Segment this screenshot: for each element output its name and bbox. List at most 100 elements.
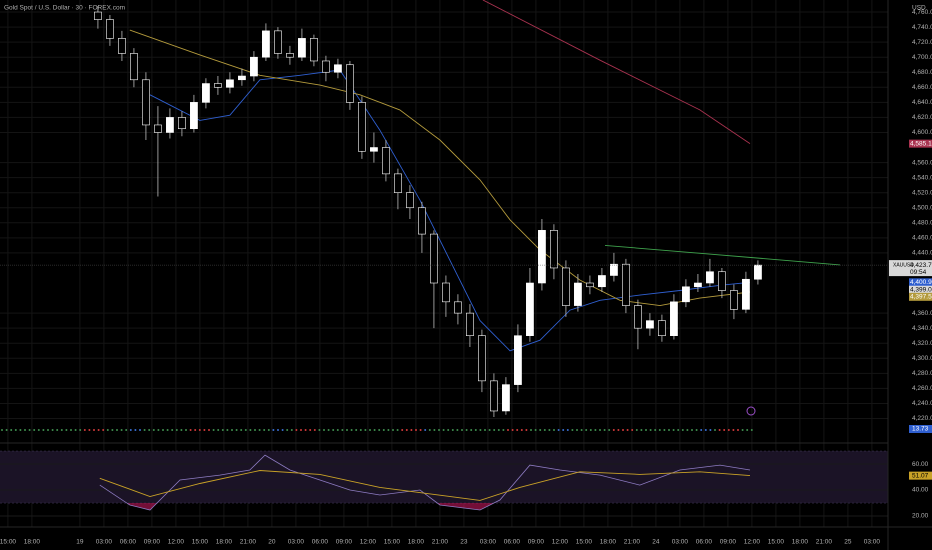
signal-dot xyxy=(553,429,555,431)
rsi-ma-badge-label: 51.07 xyxy=(912,472,929,479)
price-badge xyxy=(909,278,932,287)
x-tick-label: 18:00 xyxy=(792,539,809,546)
candle-body xyxy=(694,282,702,288)
signal-dot xyxy=(33,429,36,431)
signal-dot xyxy=(640,429,643,431)
signal-dot xyxy=(102,429,105,431)
signal-dot xyxy=(304,429,307,431)
signal-dot xyxy=(19,429,22,431)
signal-dot xyxy=(737,429,739,431)
signal-dot xyxy=(231,429,233,431)
price-badge-label: 4,399.03 xyxy=(910,286,932,293)
candle-body xyxy=(610,263,618,276)
signal-dot xyxy=(479,429,482,431)
signal-dot xyxy=(88,429,91,431)
signal-dot xyxy=(148,429,151,431)
signal-dot xyxy=(157,429,160,431)
signal-dot xyxy=(378,429,381,431)
signal-dot xyxy=(106,429,109,431)
x-tick-label: 03:00 xyxy=(672,539,689,546)
y-tick-label: 4,320.00 xyxy=(912,340,932,347)
candle-body xyxy=(334,64,342,73)
signal-dot xyxy=(658,429,661,431)
signal-dot xyxy=(175,429,178,431)
event-icon[interactable] xyxy=(746,406,756,416)
signal-dot xyxy=(359,429,362,431)
signal-dot xyxy=(336,429,339,431)
signal-dot xyxy=(180,429,183,431)
signal-dot xyxy=(428,429,431,431)
signal-dot xyxy=(125,429,128,431)
candle-body xyxy=(574,282,582,306)
signal-dot xyxy=(608,429,611,431)
signal-dot xyxy=(474,429,477,431)
signal-dot xyxy=(447,429,450,431)
candle-body xyxy=(322,60,330,73)
signal-dot xyxy=(70,429,72,431)
candle-body xyxy=(634,305,642,329)
signal-dot xyxy=(203,429,206,431)
y-tick-label: 4,300.00 xyxy=(912,355,932,362)
candle-body xyxy=(370,147,378,152)
candle-body xyxy=(382,147,390,175)
signal-dot xyxy=(272,429,275,431)
signal-dot xyxy=(401,429,404,431)
x-tick-label: 15:00 xyxy=(192,539,209,546)
rsi-oversold-area xyxy=(126,503,494,510)
signal-dot xyxy=(332,429,335,431)
candle-body xyxy=(274,30,282,54)
x-tick-label: 12:00 xyxy=(168,539,185,546)
candle-body xyxy=(754,264,762,280)
signal-dot xyxy=(442,429,445,431)
indicator-badge-label: 13.73 xyxy=(912,426,929,433)
signal-dot xyxy=(83,429,86,431)
price-badge xyxy=(909,292,932,301)
candle-body xyxy=(130,53,138,81)
x-tick-label: 18:00 xyxy=(216,539,233,546)
signal-dot xyxy=(37,429,40,431)
signal-dot xyxy=(557,429,560,431)
x-tick-label: 15:00 xyxy=(768,539,785,546)
signal-dot xyxy=(548,429,551,431)
candle-body xyxy=(682,286,690,303)
candle-body xyxy=(226,79,234,88)
x-tick-label: 21:00 xyxy=(624,539,641,546)
signal-dot xyxy=(373,429,376,431)
last-price-badge xyxy=(889,260,932,277)
rsi-tick-label: 60.00 xyxy=(912,461,929,468)
y-tick-label: 4,440.00 xyxy=(912,250,932,257)
price-badge-label: 4,400.90 xyxy=(910,279,932,286)
y-tick-label: 4,460.00 xyxy=(912,235,932,242)
signal-dot xyxy=(635,429,638,431)
signal-dot xyxy=(750,429,753,431)
x-tick-label: 21:00 xyxy=(432,539,449,546)
last-price-label: 4,423.79 xyxy=(910,262,932,269)
y-tick-label: 4,540.00 xyxy=(912,174,932,181)
candle-body xyxy=(586,282,594,288)
x-tick-label: 09:00 xyxy=(528,539,545,546)
signal-dot xyxy=(93,429,95,431)
signal-dot xyxy=(511,429,514,431)
x-tick-label: 06:00 xyxy=(504,539,521,546)
y-tick-label: 4,660.00 xyxy=(912,84,932,91)
candle-body xyxy=(214,83,222,88)
chart-title: Gold Spot / U.S. Dollar · 30 · FOREX.com xyxy=(4,5,125,12)
signal-dot xyxy=(530,429,532,431)
signal-dot xyxy=(42,429,45,431)
candle-body xyxy=(466,312,474,336)
signal-dot xyxy=(424,429,427,431)
signal-dot xyxy=(235,429,238,431)
signal-dot xyxy=(14,429,17,431)
candle-body xyxy=(238,75,246,81)
signal-dot xyxy=(139,429,141,431)
signal-dot xyxy=(56,429,59,431)
signal-dot xyxy=(700,429,703,431)
x-tick-label: 03:00 xyxy=(96,539,113,546)
x-tick-label: 15:00 xyxy=(0,539,16,546)
signal-dot xyxy=(323,429,325,431)
indicator-line xyxy=(129,29,751,307)
signal-dot xyxy=(185,429,187,431)
signal-dot xyxy=(369,429,371,431)
candle-body xyxy=(550,230,558,269)
